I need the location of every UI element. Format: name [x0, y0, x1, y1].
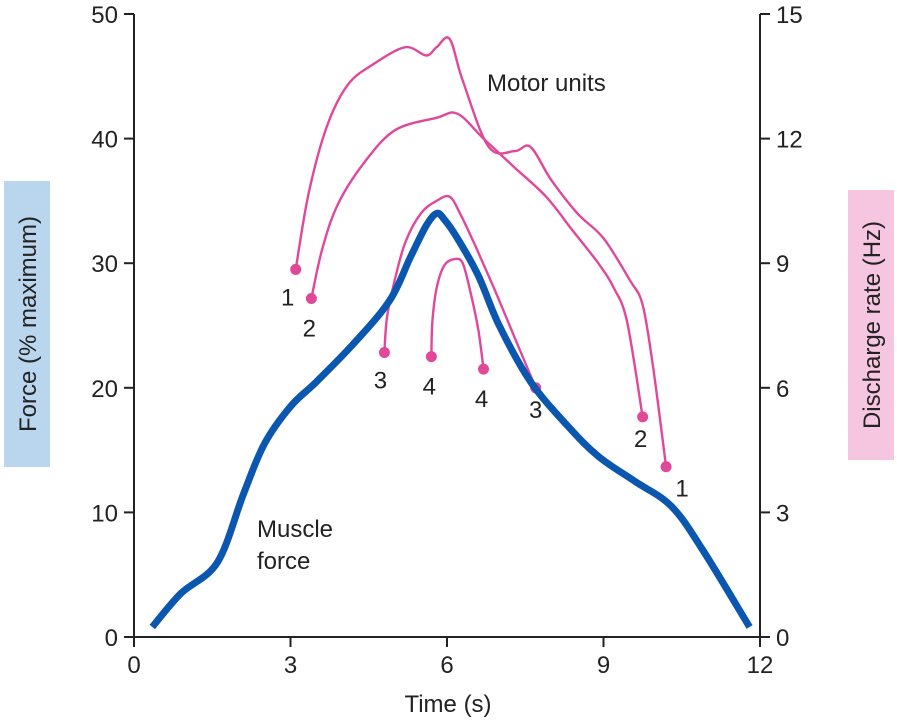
- x-tick-label: 9: [597, 652, 610, 679]
- left-y-tick-label: 50: [91, 2, 118, 29]
- motor-unit-derecruit-label: 1: [675, 476, 688, 503]
- motor-unit-recruit-label: 3: [374, 367, 387, 394]
- right-y-tick-label: 12: [776, 127, 803, 154]
- x-tick-label: 6: [440, 652, 453, 679]
- motor-unit-4-line: [430, 257, 485, 370]
- motor-unit-derecruit-point: [660, 461, 672, 473]
- motor-unit-recruit-label: 2: [303, 316, 316, 343]
- x-tick-label: 0: [127, 652, 140, 679]
- muscle-force-line: [149, 209, 753, 630]
- motor-unit-derecruit-label: 2: [634, 426, 647, 453]
- muscle-force-annotation-line1: Muscle: [257, 516, 333, 543]
- left-y-tick-label: 0: [105, 625, 118, 652]
- x-tick-label: 3: [284, 652, 297, 679]
- motor-unit-derecruit-label: 4: [475, 386, 488, 413]
- motor-unit-derecruit-label: 3: [529, 397, 542, 424]
- left-y-tick-label: 30: [91, 251, 118, 278]
- muscle-force-annotation-line2: force: [257, 548, 310, 575]
- motor-unit-recruit-point: [425, 351, 437, 363]
- left-y-tick-label: 20: [91, 376, 118, 403]
- motor-unit-derecruit-point: [478, 363, 490, 375]
- right-y-tick-label: 3: [776, 500, 789, 527]
- right-y-tick-label: 6: [776, 376, 789, 403]
- motor-unit-1-line: [294, 36, 668, 467]
- right-y-tick-label: 15: [776, 2, 803, 29]
- motor-unit-recruit-point: [378, 346, 390, 358]
- left-y-tick-label: 40: [91, 127, 118, 154]
- motor-unit-recruit-label: 4: [423, 374, 436, 401]
- left-axis-title-bg: [4, 181, 50, 467]
- right-axis-title-bg: [848, 190, 894, 460]
- x-tick-label: 12: [747, 652, 774, 679]
- series-group: [149, 36, 753, 630]
- right-axis-title: Discharge rate (Hz): [859, 221, 886, 429]
- motor-unit-3-line: [383, 194, 537, 389]
- motor-unit-recruit-point: [290, 263, 302, 275]
- x-axis-title: Time (s): [404, 691, 491, 718]
- right-y-tick-label: 9: [776, 251, 789, 278]
- motor-unit-2-line: [310, 111, 644, 418]
- motor-unit-derecruit-point: [637, 411, 649, 423]
- left-axis-title: Force (% maximum): [15, 216, 42, 432]
- motor-unit-recruit-label: 1: [281, 284, 294, 311]
- right-y-tick-label: 0: [776, 625, 789, 652]
- motor-unit-recruit-point: [305, 293, 317, 305]
- motor-units-annotation: Motor units: [487, 70, 606, 97]
- left-y-tick-label: 10: [91, 500, 118, 527]
